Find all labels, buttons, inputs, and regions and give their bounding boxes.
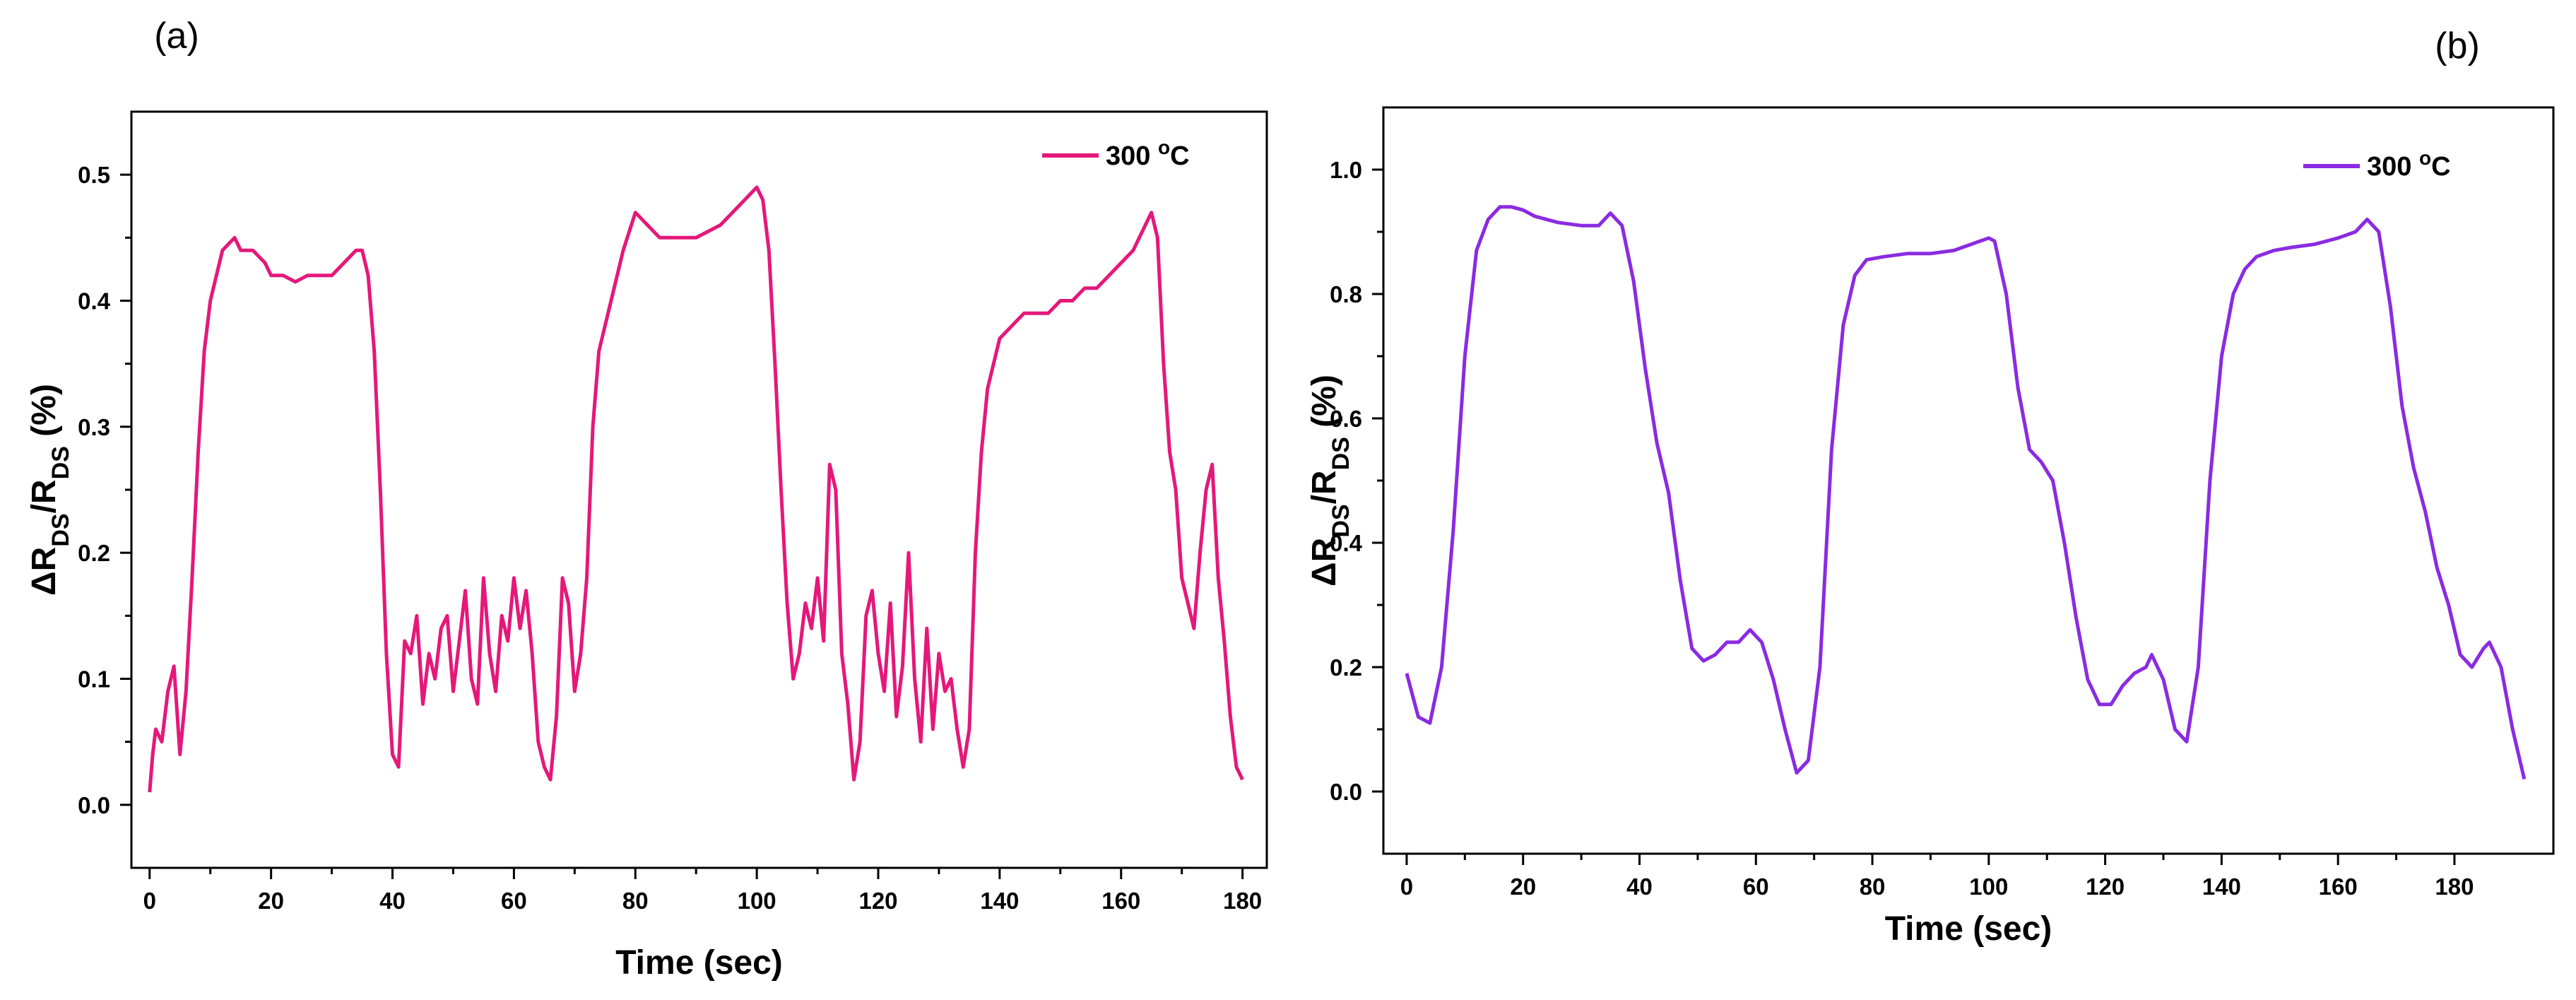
y-tick-label: 0.1 (78, 666, 110, 693)
x-tick-label: 40 (379, 888, 406, 914)
legend-label: 300 oC (1106, 136, 1190, 172)
y-tick-label: 0.2 (1330, 654, 1362, 681)
panel-b: (b) 0 20 40 60 80 100 120 140 160 180 0.0 0.2 0.4 0.6 0… (1306, 25, 2555, 948)
x-tick-label: 80 (622, 888, 649, 914)
y-tick-label: 0.3 (78, 414, 110, 440)
series-line (148, 185, 1244, 793)
x-tick-label: 40 (1626, 873, 1653, 900)
x-tick-label: 80 (1860, 873, 1886, 900)
y-tick-label: 0.2 (78, 540, 110, 566)
x-tick-label: 120 (2086, 873, 2125, 900)
y-tick-label: 1.0 (1330, 157, 1362, 183)
y-tick-label: 0.6 (1330, 406, 1362, 432)
x-tick-label: 180 (1223, 888, 1262, 914)
y-tick-label: 0.0 (78, 792, 110, 818)
panel-label: (a) (154, 16, 199, 57)
plot-frame (1382, 106, 2555, 855)
y-tick-label: 0.8 (1330, 281, 1362, 307)
x-tick-label: 0 (143, 888, 156, 914)
y-axis-title: ΔRDS/RDS (%) (25, 384, 74, 596)
x-tick-label: 180 (2435, 873, 2474, 900)
y-tick-label: 0.5 (78, 162, 110, 188)
y-tick-label: 0.4 (1330, 530, 1363, 556)
x-tick-label: 60 (501, 888, 527, 914)
x-tick-label: 100 (1969, 873, 2008, 900)
x-tick-label: 100 (738, 888, 776, 914)
x-axis-title: Time (sec) (615, 944, 783, 982)
x-tick-label: 0 (1400, 873, 1413, 900)
x-tick-label: 60 (1743, 873, 1769, 900)
series-line (1405, 205, 2527, 780)
x-axis-title: Time (sec) (1885, 910, 2052, 948)
legend-label: 300 oC (2367, 147, 2451, 182)
x-tick-label: 160 (2319, 873, 2358, 900)
x-tick-label: 120 (858, 888, 897, 914)
panel-a: (a) 0 20 40 60 80 100 120 140 160 180 0.0 0.1 0.2 0.3 0… (25, 16, 1268, 982)
x-tick-label: 20 (258, 888, 284, 914)
x-tick-label: 160 (1101, 888, 1140, 914)
y-tick-label: 0.0 (1330, 779, 1362, 805)
x-tick-label: 20 (1510, 873, 1536, 900)
plot-frame (130, 110, 1268, 869)
y-tick-label: 0.4 (78, 288, 111, 314)
x-tick-label: 140 (980, 888, 1019, 914)
x-tick-label: 140 (2202, 873, 2241, 900)
y-axis-title: ΔRDS/RDS (%) (1306, 375, 1354, 587)
panel-label: (b) (2435, 25, 2480, 66)
